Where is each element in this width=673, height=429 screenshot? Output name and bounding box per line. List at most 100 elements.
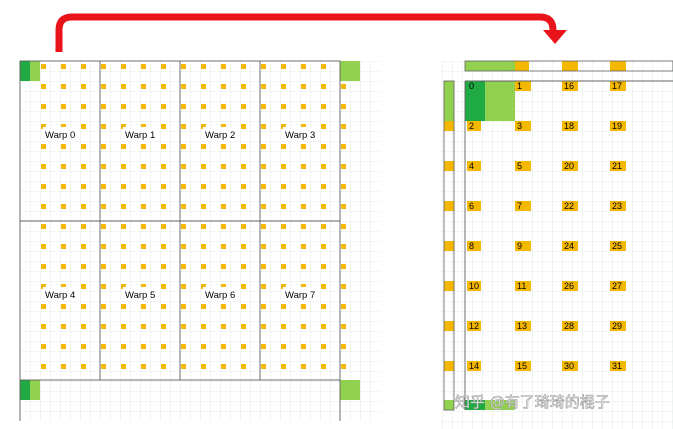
top-halo-row [464,60,673,72]
thread-dot [121,124,126,129]
thread-dot [321,144,326,149]
thread-dot [281,144,286,149]
transfer-arrow [55,13,567,52]
thread-dot [341,284,346,289]
warp-label-5: Warp 5 [125,290,155,301]
thread-dot [101,64,106,69]
thread-dot [61,204,66,209]
thread-dot [221,164,226,169]
thread-dot [321,344,326,349]
thread-dot [41,224,46,229]
thread-dot [41,244,46,249]
thread-dot [221,324,226,329]
thread-dot [261,164,266,169]
thread-dot [41,84,46,89]
thread-dot [281,224,286,229]
thread-dot [121,344,126,349]
thread-cell [467,161,481,171]
thread-dot [101,104,106,109]
thread-dot [181,344,186,349]
thread-dot [121,64,126,69]
thread-dot [181,64,186,69]
thread-id-label: 27 [612,281,622,291]
thread-dot [141,104,146,109]
thread-dot [41,144,46,149]
thread-dot [141,364,146,369]
thread-id-label: 11 [517,281,526,291]
halo-block-top-left [465,81,515,121]
thread-dot [281,164,286,169]
thread-dot [81,324,86,329]
thread-cell [610,281,626,291]
thread-dot [321,264,326,269]
thread-dot [241,84,246,89]
thread-dot [161,324,166,329]
warp-label-7: Warp 7 [285,290,315,301]
thread-dot [81,304,86,309]
thread-dot [221,144,226,149]
thread-dot [61,124,66,129]
thread-id-label: 8 [469,241,474,251]
thread-dot [181,204,186,209]
thread-id-label: 17 [612,81,622,91]
thread-cell [467,281,481,291]
thread-dot [201,304,206,309]
thread-dot [241,224,246,229]
thread-id-label: 25 [612,241,622,251]
thread-dot [261,64,266,69]
thread-dot [201,144,206,149]
thread-id-label: 1 [517,81,522,91]
thread-dot [341,364,346,369]
thread-dot [321,224,326,229]
thread-dot [201,344,206,349]
halo-corner-top-left [20,61,40,81]
thread-dot [121,304,126,309]
thread-dot [61,344,66,349]
thread-dot [161,304,166,309]
thread-dot [181,304,186,309]
thread-cell [515,161,531,171]
thread-dot [321,324,326,329]
thread-cell [562,241,578,251]
thread-cell [610,81,626,91]
thread-dot [241,164,246,169]
thread-dot [181,164,186,169]
thread-dot [121,224,126,229]
thread-dot [321,104,326,109]
thread-cell [515,121,531,131]
thread-dot [221,184,226,189]
thread-dot [161,184,166,189]
thread-dot [261,324,266,329]
thread-dot [141,224,146,229]
thread-id-label: 23 [612,201,622,211]
thread-dot [221,284,226,289]
thread-dot [241,264,246,269]
thread-dot [121,144,126,149]
thread-dot [121,184,126,189]
thread-dot [281,184,286,189]
thread-cell [562,361,578,371]
thread-dot [141,64,146,69]
thread-dot [201,104,206,109]
thread-cell [562,161,578,171]
thread-dot [181,244,186,249]
thread-dot [81,84,86,89]
thread-dot [81,124,86,129]
warp-label-0: Warp 0 [45,130,75,141]
thread-id-label: 18 [564,121,574,131]
thread-dot [121,164,126,169]
thread-dot [301,304,306,309]
zoom-border [464,80,673,410]
warp-labels: Warp 0 Warp 1 Warp 2 Warp 3 Warp 4 Warp … [43,127,319,301]
thread-dot [281,364,286,369]
thread-cell [467,121,481,131]
thread-id-label: 0 [469,81,474,91]
thread-id-label: 15 [517,361,527,371]
thread-dot [161,344,166,349]
thread-dot [121,364,126,369]
thread-dot [41,64,46,69]
thread-dot [61,64,66,69]
thread-dot [181,264,186,269]
thread-dot [81,244,86,249]
thread-dot [341,304,346,309]
